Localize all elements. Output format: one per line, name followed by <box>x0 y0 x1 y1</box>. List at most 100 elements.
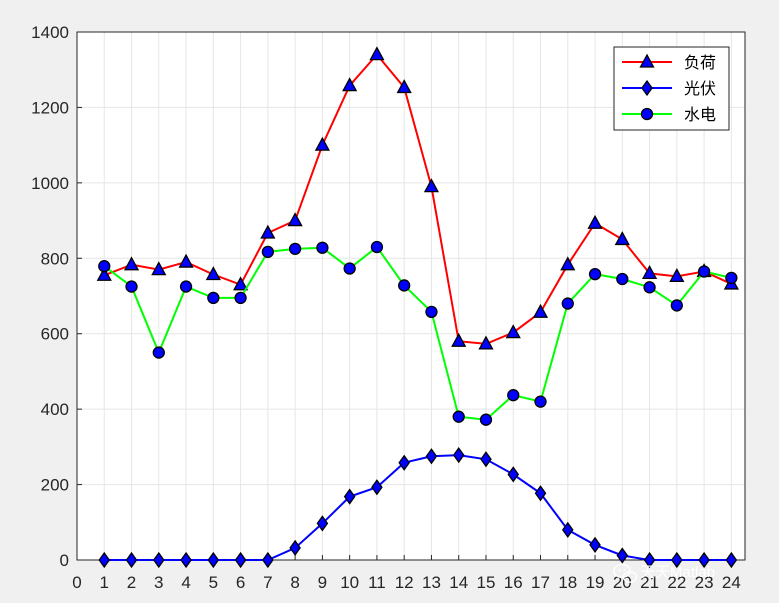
data-point <box>587 214 603 229</box>
data-point <box>643 551 656 569</box>
data-point <box>534 485 547 502</box>
data-point <box>96 266 112 281</box>
y-tick-label: 1400 <box>31 23 69 42</box>
legend-item: 水电 <box>622 105 716 124</box>
y-tick-label: 600 <box>41 325 69 344</box>
data-point <box>507 389 520 402</box>
data-point <box>207 291 220 305</box>
data-point <box>425 305 438 318</box>
data-point <box>451 332 467 347</box>
axes-frame <box>76 31 746 561</box>
data-point <box>725 271 738 285</box>
y-tick-label: 0 <box>60 551 69 570</box>
data-point <box>316 515 329 532</box>
series-1 <box>96 46 739 350</box>
data-point <box>479 413 493 426</box>
x-tick-label: 23 <box>695 573 714 592</box>
data-point <box>697 265 711 278</box>
data-point <box>725 551 738 569</box>
data-point <box>234 291 247 305</box>
x-tick-label: 11 <box>368 573 386 592</box>
legend-label: 负荷 <box>684 53 716 72</box>
x-tick-label: 21 <box>640 573 659 592</box>
data-point <box>669 268 685 283</box>
watermark: 天天Matlab <box>613 563 715 583</box>
data-point <box>480 451 492 468</box>
y-tick-label: 1200 <box>31 98 69 117</box>
data-point <box>425 448 438 465</box>
legend-label: 水电 <box>684 105 716 124</box>
data-point <box>616 547 629 564</box>
data-point <box>289 539 301 557</box>
x-tick-label: 16 <box>504 573 523 592</box>
data-point <box>588 267 602 281</box>
data-point <box>288 242 302 256</box>
data-point <box>125 551 138 569</box>
data-point <box>398 279 411 292</box>
x-tick-label: 14 <box>449 573 468 592</box>
y-tick-label: 200 <box>41 476 69 495</box>
x-tick-label: 3 <box>154 573 163 592</box>
x-tick-label: 7 <box>263 573 272 592</box>
legend-item: 光伏 <box>622 79 716 98</box>
data-point <box>452 447 465 464</box>
data-point <box>671 551 683 569</box>
legend-item: 负荷 <box>622 53 716 72</box>
data-point <box>560 256 576 271</box>
axes: 0 1 2 3 4 5 6 7 8 9 10 11 12 13 14 15 16 17 18 19 20 21 22 23 24… <box>31 23 746 592</box>
x-tick-label: 20 <box>613 573 632 592</box>
data-point <box>178 253 194 268</box>
data-point <box>534 395 547 408</box>
data-point <box>180 551 192 569</box>
data-point <box>179 280 193 293</box>
data-point <box>398 454 410 471</box>
legend-marker <box>640 107 654 121</box>
y-tick-label: 1000 <box>31 174 69 193</box>
data-point <box>507 466 520 483</box>
legend-marker <box>639 53 655 68</box>
data-point <box>614 231 630 246</box>
watermark-text: 天天Matlab <box>640 564 715 581</box>
data-point <box>233 276 249 291</box>
x-tick-label: 18 <box>558 573 577 592</box>
data-point <box>261 245 275 259</box>
data-point <box>205 266 221 281</box>
x-tick-label: 22 <box>667 573 686 592</box>
y-tick-label: 400 <box>41 400 69 419</box>
y-tick-label: 800 <box>41 249 69 268</box>
x-tick-label: 2 <box>127 573 136 592</box>
data-point <box>532 303 549 318</box>
x-tick-label: 17 <box>531 573 550 592</box>
series-lines <box>96 46 739 569</box>
data-point <box>423 178 440 193</box>
x-tick-label: 0 <box>72 573 81 592</box>
data-point <box>643 281 656 294</box>
data-point <box>561 521 574 538</box>
x-tick-label: 10 <box>340 573 359 592</box>
data-point <box>616 272 629 286</box>
data-point <box>314 136 330 151</box>
data-point <box>505 324 521 339</box>
x-tick-label: 6 <box>236 573 245 592</box>
data-point <box>641 265 658 280</box>
x-tick-label: 13 <box>422 573 441 592</box>
x-tick-label: 19 <box>586 573 605 592</box>
data-point <box>123 256 140 271</box>
legend-label: 光伏 <box>684 79 716 98</box>
data-point <box>151 261 167 276</box>
x-tick-label: 24 <box>722 573 741 592</box>
x-tick-label: 8 <box>290 573 299 592</box>
data-point <box>152 346 165 359</box>
wechat-icon <box>613 563 638 583</box>
series-line <box>103 53 732 345</box>
data-point <box>396 79 412 94</box>
data-point <box>478 335 494 350</box>
data-point <box>589 536 601 554</box>
data-point <box>698 551 710 569</box>
x-tick-label: 12 <box>395 573 414 592</box>
data-point <box>370 240 384 254</box>
data-point <box>207 551 220 569</box>
data-point <box>342 77 358 92</box>
data-point <box>316 241 329 254</box>
